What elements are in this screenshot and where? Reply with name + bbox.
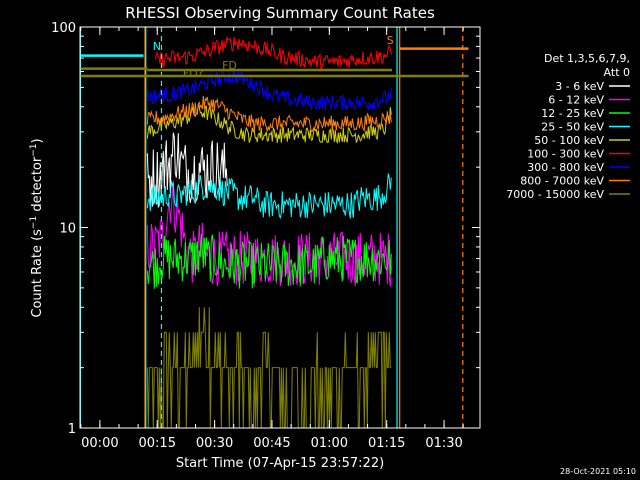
legend-item-label: 800 - 7000 keV [520,175,604,188]
y-tick-label: 1 [68,422,76,437]
x-tick-label: 00:30 [196,436,233,451]
legend-header-line-1: Det 1,3,5,6,7,9, [544,52,630,65]
x-tick-label: 01:15 [368,436,405,451]
legend-item-label: 12 - 25 keV [541,107,604,120]
series-line [146,69,392,111]
series-line [146,234,392,289]
x-tick-label: 01:30 [425,436,462,451]
series-line [146,173,392,220]
marker-layer: N S FD FD? [153,34,394,80]
y-axis: 1 10 100 [51,21,480,437]
y-tick-label: 10 [59,222,76,237]
plot-frame [79,26,481,429]
x-tick-label: 00:45 [253,436,290,451]
series-line [146,132,228,208]
series-line [154,36,393,72]
timestamp: 28-Oct-2021 05:10 [560,467,636,476]
series-line [146,307,392,429]
y-axis-label: Count Rate (s−1 detector−1) [29,138,45,317]
flag-marker-label: N [153,40,161,53]
legend-item-label: 300 - 800 keV [527,161,604,174]
chart-title: RHESSI Observing Summary Count Rates [125,4,435,22]
x-axis: 00:00 00:15 00:30 00:45 01:00 01:15 01:30 [80,27,464,451]
series-layer [146,36,393,429]
legend-header-line-2: Att 0 [604,66,630,79]
x-tick-label: 00:15 [139,436,176,451]
flag-marker-label: FD? [183,67,204,80]
legend-item-label: 50 - 100 keV [534,134,604,147]
x-tick-label: 01:00 [311,436,348,451]
series-line [146,95,392,133]
legend-item-label: 6 - 12 keV [548,94,604,107]
x-axis-label: Start Time (07-Apr-15 23:57:22) [176,456,384,471]
legend-item-label: 25 - 50 keV [541,121,604,134]
legend-item-label: 100 - 300 keV [527,148,604,161]
flag-marker-label: S [387,34,394,47]
flag-marker-label: FD [222,59,237,72]
y-tick-label: 100 [51,21,76,36]
x-tick-label: 00:00 [81,436,118,451]
series-line [146,104,392,145]
legend-item-label: 3 - 6 keV [555,80,604,93]
legend-item-label: 7000 - 15000 keV [506,188,604,201]
